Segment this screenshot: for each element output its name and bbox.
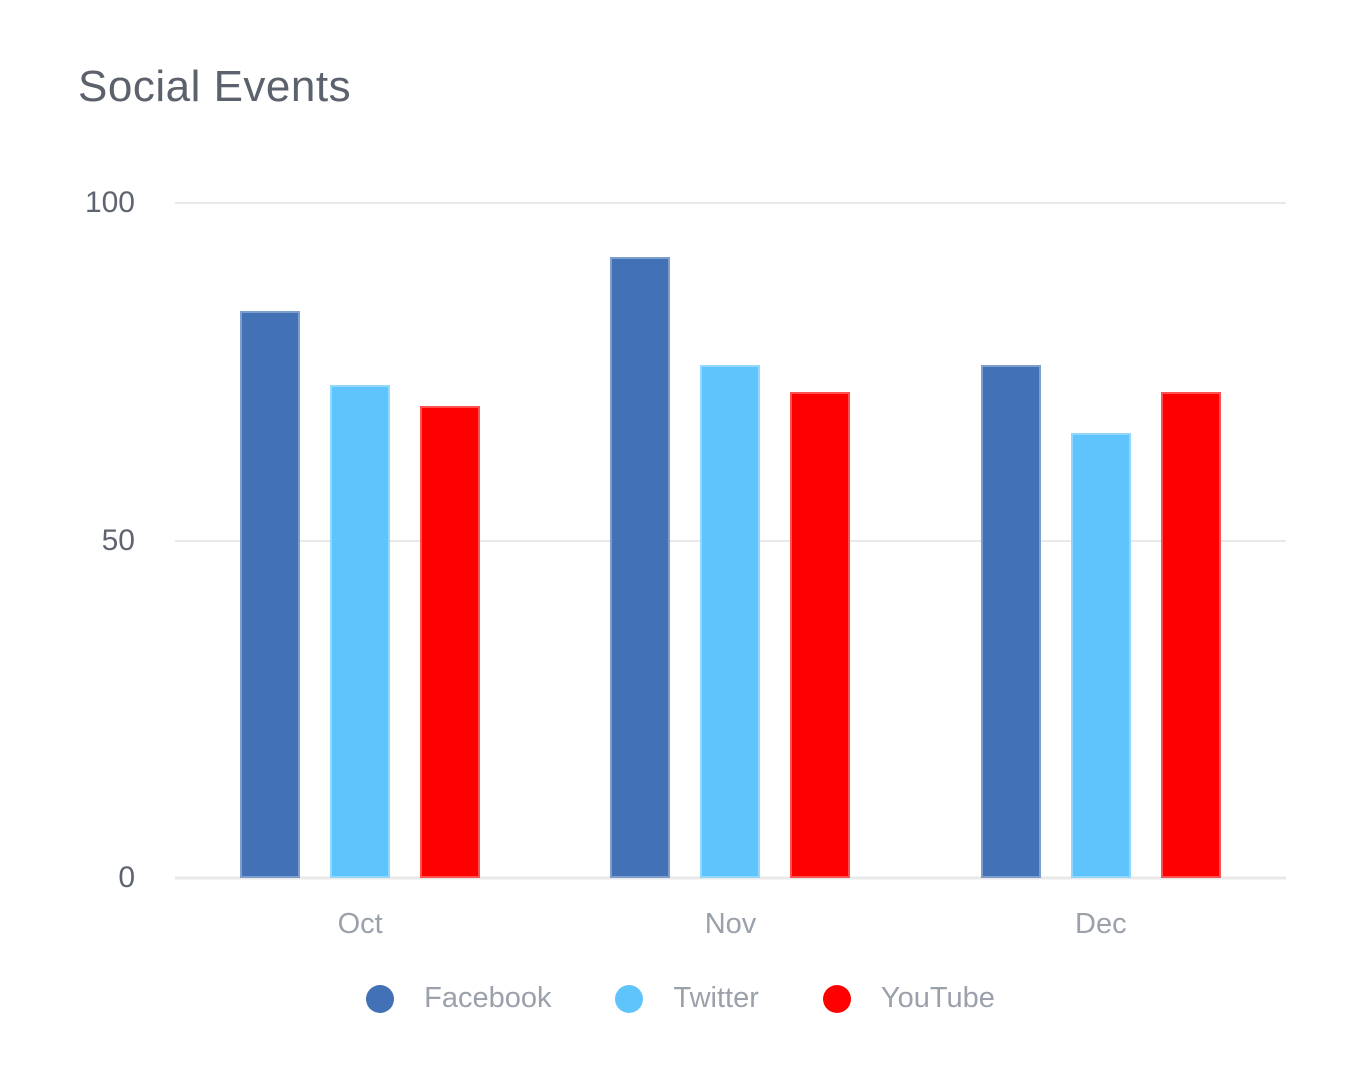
bar-youtube-nov[interactable] [790, 392, 851, 878]
x-axis-labels: Oct Nov Dec [175, 908, 1286, 941]
legend-swatch-icon-facebook [366, 984, 395, 1013]
bar-facebook-nov[interactable] [610, 257, 671, 878]
bar-youtube-oct[interactable] [420, 405, 481, 878]
bar-facebook-dec[interactable] [980, 365, 1041, 878]
gridline-100 [175, 202, 1286, 204]
legend-item-youtube[interactable]: YouTube [822, 982, 995, 1015]
legend-item-twitter[interactable]: Twitter [615, 982, 759, 1015]
bar-twitter-oct[interactable] [330, 385, 391, 878]
bar-groups [175, 203, 1286, 878]
gridline-0 [175, 876, 1286, 880]
bar-youtube-dec[interactable] [1160, 392, 1221, 878]
x-label-dec: Dec [1075, 908, 1127, 940]
legend-swatch-icon-twitter [615, 984, 644, 1013]
legend-label-facebook: Facebook [424, 982, 552, 1014]
legend-label-twitter: Twitter [673, 982, 759, 1014]
legend-swatch-icon-youtube [822, 984, 851, 1013]
legend: Facebook Twitter YouTube [0, 982, 1361, 1015]
bar-twitter-dec[interactable] [1070, 432, 1131, 878]
x-label-oct: Oct [337, 908, 383, 940]
bar-facebook-oct[interactable] [240, 311, 301, 878]
legend-label-youtube: YouTube [880, 982, 995, 1014]
bar-group-dec [916, 203, 1286, 878]
chart-title: Social Events [78, 62, 352, 111]
y-tick-label-0: 0 [118, 861, 135, 894]
bar-twitter-nov[interactable] [700, 365, 761, 878]
x-label-nov: Nov [704, 908, 757, 940]
legend-item-facebook[interactable]: Facebook [366, 982, 551, 1015]
plot-area: 0 50 100 [85, 188, 1286, 893]
y-tick-label-50: 50 [101, 523, 135, 557]
y-tick-label-100: 100 [84, 186, 135, 219]
bar-group-nov [545, 203, 915, 878]
bar-group-oct [175, 203, 545, 878]
